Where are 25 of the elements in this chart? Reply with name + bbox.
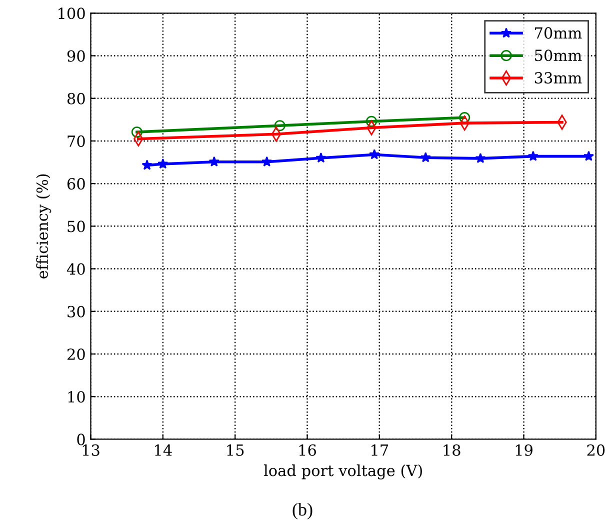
x-tick-label: 15 bbox=[227, 444, 244, 456]
y-tick-label: 10 bbox=[68, 391, 85, 403]
x-tick-label: 18 bbox=[444, 444, 460, 456]
y-tick-label: 30 bbox=[68, 306, 85, 318]
y-tick-label: 100 bbox=[58, 8, 85, 20]
x-tick-label: 19 bbox=[516, 444, 532, 456]
x-tick-label: 14 bbox=[155, 444, 172, 456]
y-tick-label: 50 bbox=[68, 220, 85, 232]
y-tick-label: 40 bbox=[66, 263, 85, 275]
x-tick-label: 17 bbox=[372, 444, 388, 456]
y-tick-label: 80 bbox=[67, 92, 85, 104]
x-tick-label: 13 bbox=[82, 444, 100, 456]
y-tick-label: 20 bbox=[67, 348, 85, 360]
legend-label: 70mm bbox=[535, 27, 582, 39]
legend-label: 33mm bbox=[534, 72, 582, 84]
y-tick-label: 0 bbox=[77, 434, 85, 446]
legend-label: 50mm bbox=[535, 50, 582, 62]
x-axis-title: load port voltage (V) bbox=[264, 464, 422, 480]
x-tick-label: 20 bbox=[587, 444, 605, 456]
y-tick-label: 90 bbox=[67, 50, 85, 62]
y-tick-label: 60 bbox=[67, 178, 85, 190]
text: (b) bbox=[292, 502, 312, 520]
x-tick-label: 16 bbox=[299, 444, 316, 456]
y-axis-title: efficiency (%) bbox=[36, 174, 52, 278]
y-tick-label: 70 bbox=[68, 135, 85, 147]
